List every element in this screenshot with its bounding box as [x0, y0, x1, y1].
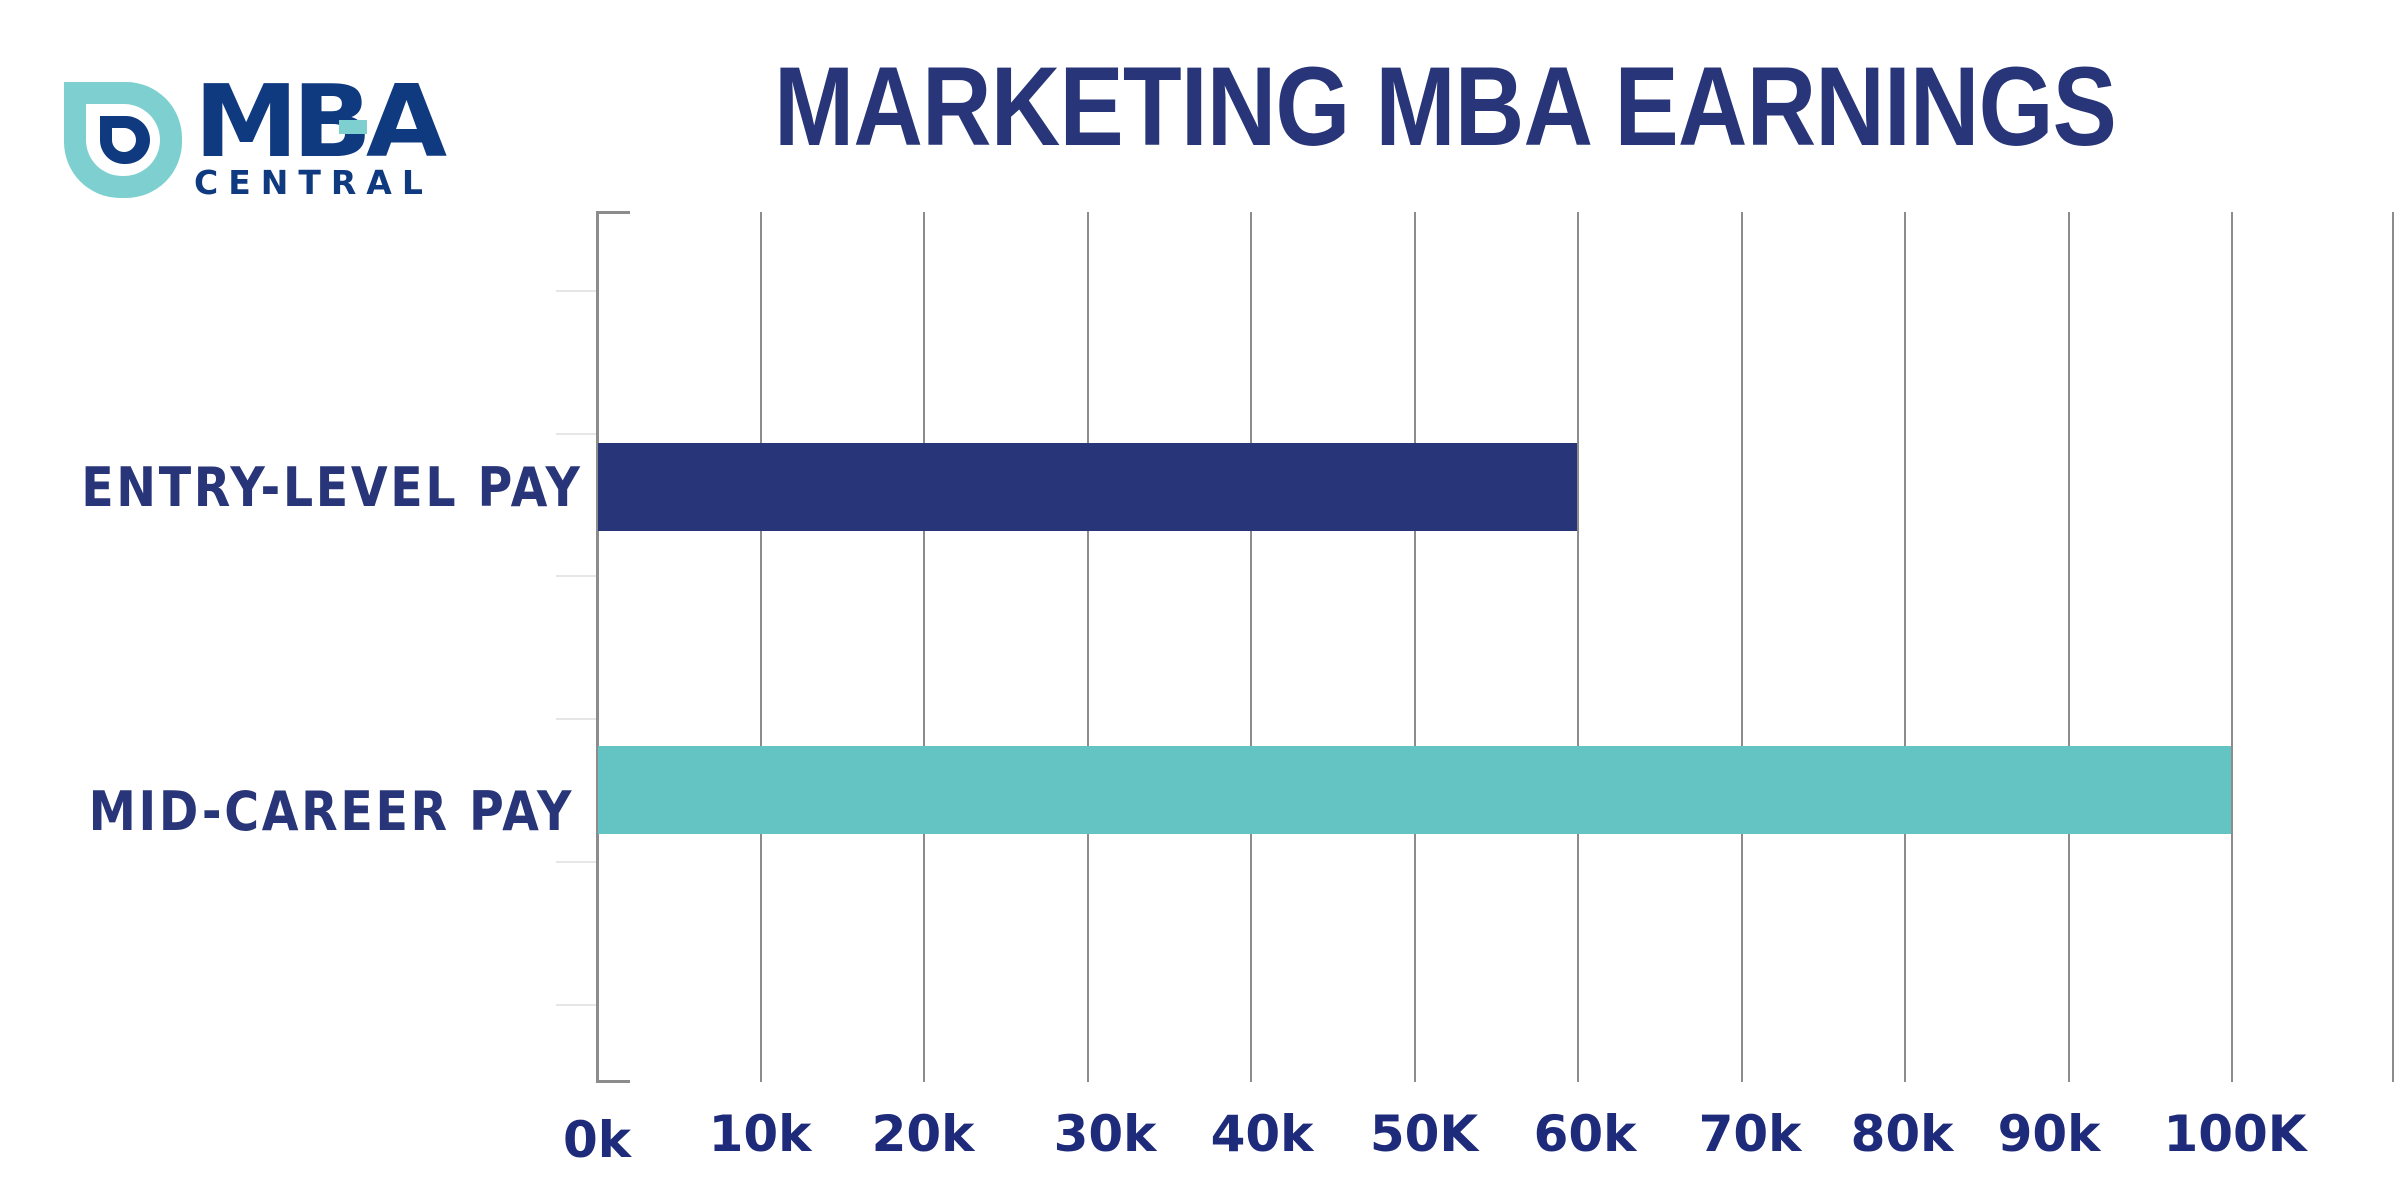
bar-mid-career-pay — [598, 746, 2231, 834]
logo-central-text: CENTRAL — [194, 163, 433, 202]
logo-mark-icon — [64, 82, 182, 198]
gridline-70k — [1741, 212, 1743, 1082]
logo-accent — [339, 120, 367, 134]
y-axis-line — [596, 212, 599, 1082]
y-tick — [556, 575, 596, 577]
gridline-90k — [2068, 212, 2070, 1082]
x-tick-label: 60k — [1533, 1105, 1637, 1163]
x-tick-label: 0k — [562, 1111, 632, 1169]
x-tick-label: 100K — [2163, 1105, 2307, 1163]
x-tick-label: 70k — [1698, 1105, 1802, 1163]
y-tick — [556, 718, 596, 720]
category-label-entry-level: ENTRY-LEVEL PAY — [81, 456, 583, 519]
gridline-110k — [2392, 212, 2394, 1082]
x-tick-label: 10k — [708, 1105, 812, 1163]
logo-mba-text: MBA — [194, 63, 447, 180]
gridline-100k — [2231, 212, 2233, 1082]
y-tick — [556, 861, 596, 863]
x-tick-label: 20k — [871, 1105, 975, 1163]
gridline-40k — [1250, 212, 1252, 1082]
gridline-20k — [923, 212, 925, 1082]
chart-title: MARKETING MBA EARNINGS — [773, 44, 2117, 169]
gridline-80k — [1904, 212, 1906, 1082]
y-tick — [556, 433, 596, 435]
mba-central-logo: MBA CENTRAL — [64, 72, 447, 200]
x-tick-label: 80k — [1850, 1105, 1954, 1163]
x-tick-label: 30k — [1053, 1105, 1157, 1163]
x-tick-label: 50K — [1369, 1105, 1479, 1163]
x-tick-label: 90k — [1997, 1105, 2101, 1163]
bar-entry-level-pay — [598, 443, 1577, 531]
gridline-10k — [760, 212, 762, 1082]
x-tick-label: 40k — [1210, 1105, 1314, 1163]
gridline-30k — [1087, 212, 1089, 1082]
gridline-60k — [1577, 212, 1579, 1082]
category-label-mid-career: MID-CAREER PAY — [88, 780, 574, 843]
y-tick — [556, 290, 596, 292]
gridline-50k — [1414, 212, 1416, 1082]
y-axis-bottom-cap — [596, 1080, 630, 1083]
y-tick — [556, 1004, 596, 1006]
y-axis-top-cap — [596, 211, 630, 214]
